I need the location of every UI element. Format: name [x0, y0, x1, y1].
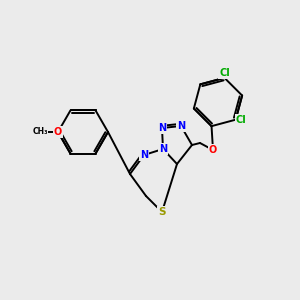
Text: N: N: [177, 121, 185, 131]
Text: Cl: Cl: [235, 115, 246, 125]
Text: O: O: [209, 145, 217, 155]
Text: N: N: [158, 123, 166, 133]
Text: N: N: [140, 150, 148, 160]
Text: S: S: [158, 207, 166, 217]
Text: N: N: [159, 144, 167, 154]
Text: O: O: [54, 127, 62, 137]
Text: CH₃: CH₃: [32, 128, 48, 136]
Text: Cl: Cl: [219, 68, 230, 78]
